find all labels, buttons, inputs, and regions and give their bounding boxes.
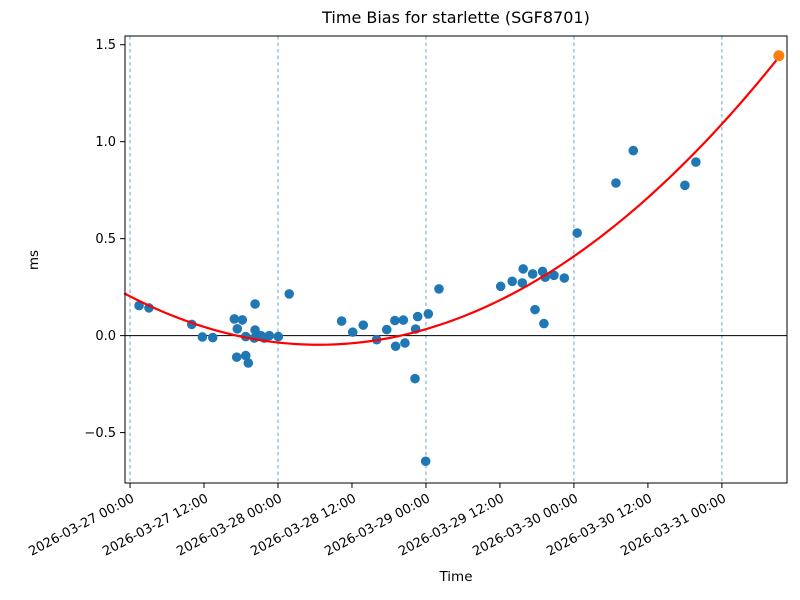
data-point bbox=[237, 315, 248, 325]
x-axis-label: Time bbox=[438, 569, 472, 585]
data-point bbox=[390, 341, 401, 352]
extrapolated-point bbox=[773, 50, 785, 62]
data-point bbox=[264, 330, 275, 341]
data-point bbox=[381, 324, 392, 335]
data-point bbox=[412, 311, 423, 322]
y-tick-label: −0.5 bbox=[84, 426, 116, 441]
y-axis-ticks: −0.5 0.0 0.5 1.0 1.5 bbox=[84, 38, 125, 441]
data-point bbox=[434, 284, 444, 294]
data-point bbox=[400, 338, 410, 348]
data-point bbox=[229, 314, 240, 324]
data-point bbox=[530, 304, 540, 315]
data-point bbox=[273, 331, 284, 342]
y-tick-label: 1.0 bbox=[95, 135, 116, 150]
data-point bbox=[231, 352, 242, 362]
chart-title: Time Bias for starlette (SGF8701) bbox=[321, 8, 590, 27]
data-point bbox=[207, 332, 218, 343]
axes-frame bbox=[124, 35, 788, 484]
data-point bbox=[347, 327, 358, 337]
data-point bbox=[572, 228, 582, 238]
data-point bbox=[240, 350, 251, 361]
data-point bbox=[559, 273, 570, 283]
scatter-layer bbox=[134, 145, 701, 467]
y-tick-label: 0.0 bbox=[95, 329, 116, 344]
data-point bbox=[628, 145, 639, 156]
data-point bbox=[358, 320, 369, 330]
day-gridlines-layer bbox=[129, 36, 723, 483]
data-point bbox=[691, 157, 701, 167]
data-point bbox=[549, 270, 559, 281]
data-point bbox=[250, 299, 260, 309]
fit-curve-layer bbox=[123, 52, 784, 346]
data-point bbox=[390, 315, 400, 326]
data-point bbox=[243, 358, 254, 368]
data-point bbox=[527, 269, 538, 279]
data-point bbox=[517, 278, 528, 288]
data-point bbox=[232, 324, 243, 334]
data-point bbox=[539, 318, 549, 329]
y-tick-label: 1.5 bbox=[95, 38, 116, 53]
data-point bbox=[611, 178, 621, 188]
extrapolated-point-layer bbox=[773, 50, 785, 62]
data-point bbox=[518, 264, 528, 274]
y-axis-label: ms bbox=[26, 250, 42, 270]
data-point bbox=[284, 289, 295, 299]
data-point bbox=[495, 281, 506, 292]
data-point bbox=[420, 456, 431, 467]
data-point bbox=[336, 316, 347, 326]
data-point bbox=[410, 373, 420, 384]
fit-curve bbox=[123, 52, 784, 346]
data-point bbox=[197, 332, 208, 342]
plot-area bbox=[125, 36, 787, 483]
data-point bbox=[398, 315, 409, 325]
data-point bbox=[423, 309, 434, 319]
y-tick-label: 0.5 bbox=[95, 232, 116, 247]
data-point bbox=[680, 180, 690, 191]
data-point bbox=[507, 276, 518, 287]
